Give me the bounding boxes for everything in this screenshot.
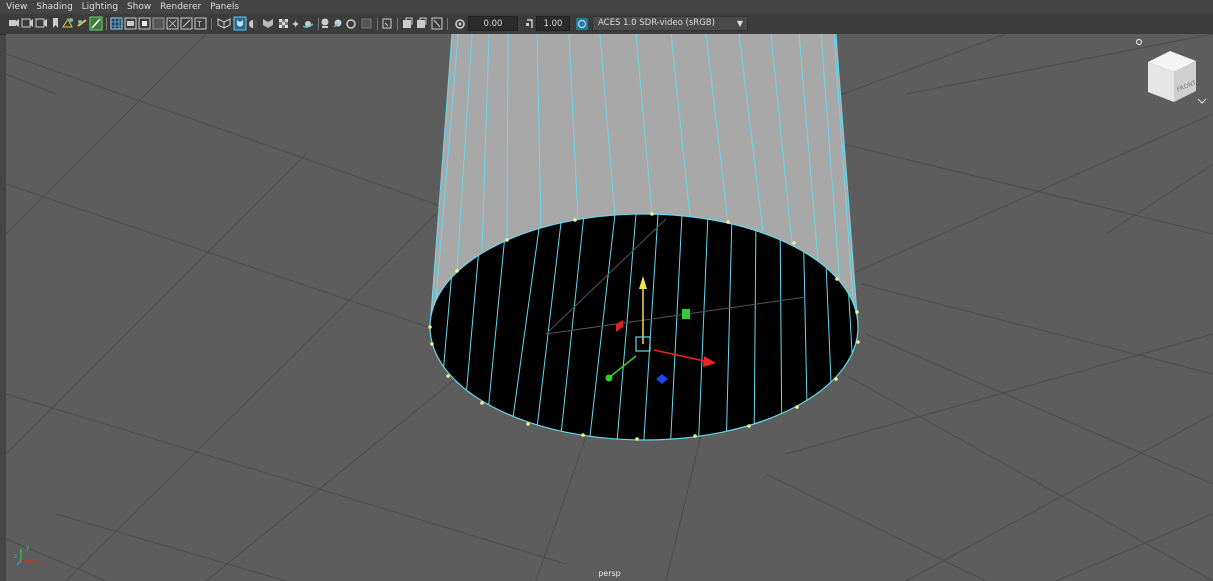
backface-icon[interactable] <box>263 19 273 28</box>
menu-view[interactable]: View <box>6 2 28 12</box>
cap-vertices <box>428 212 860 441</box>
axis-z-label: z <box>14 553 17 560</box>
viewcube-menu-chevron-icon <box>1197 98 1207 104</box>
cylinder-bottom-cap[interactable] <box>429 213 859 441</box>
film-gate-icon[interactable] <box>346 19 356 29</box>
xray-joints-icon[interactable] <box>249 20 257 28</box>
hud-icon[interactable] <box>431 17 443 30</box>
exposure-field[interactable]: 0.00 <box>468 16 518 31</box>
chevron-down-icon: ▼ <box>736 19 743 28</box>
axis-indicator: y x z <box>14 544 38 566</box>
move-manipulator[interactable] <box>605 276 717 384</box>
textured-icon[interactable] <box>166 17 179 30</box>
grease-pencil-icon[interactable] <box>77 19 87 27</box>
menu-renderer[interactable]: Renderer <box>160 2 202 12</box>
anti-aliasing-icon[interactable] <box>302 21 314 28</box>
camera-attributes-icon[interactable] <box>21 18 33 28</box>
panel-menubar: View Shading Lighting Show Renderer Pane… <box>0 0 1213 14</box>
wireframe-icon[interactable] <box>110 17 123 30</box>
toolbar-icons: T ✦ <box>9 16 588 31</box>
scene-canvas[interactable]: y x z FRONT <box>6 34 1213 581</box>
image-plane-icon[interactable] <box>62 17 73 28</box>
axis-y-label: y <box>26 544 30 551</box>
shadows-icon[interactable]: T <box>194 17 207 30</box>
menu-panels[interactable]: Panels <box>210 2 240 12</box>
smooth-shade-icon[interactable] <box>124 17 137 30</box>
safe-action-icon[interactable] <box>382 18 392 29</box>
3d-viewport[interactable]: y x z FRONT persp <box>6 34 1213 581</box>
camera-name-label: persp <box>598 569 621 578</box>
grid-toggle-icon[interactable] <box>89 16 103 31</box>
cylinder-wireframe-sides <box>429 34 859 328</box>
depth-of-field-icon[interactable] <box>321 18 329 29</box>
snapshot-icon[interactable] <box>403 17 413 28</box>
view-cube[interactable]: FRONT <box>1135 38 1207 104</box>
svg-text:✦: ✦ <box>291 18 300 31</box>
colorspace-dropdown[interactable]: ACES 1.0 SDR-video (sRGB) ▼ <box>592 16 748 31</box>
colorspace-label: ACES 1.0 SDR-video (sRGB) <box>598 18 715 28</box>
field-chart-icon[interactable] <box>361 18 372 29</box>
motion-blur-icon[interactable]: ✦ <box>291 18 300 31</box>
camera-select-icon[interactable] <box>9 19 19 27</box>
ambient-occlusion-icon[interactable] <box>279 19 288 28</box>
use-lights-icon[interactable] <box>180 17 193 30</box>
resolution-gate-icon[interactable] <box>333 19 342 28</box>
menu-shading[interactable]: Shading <box>36 2 73 12</box>
bookmark-icon[interactable] <box>53 18 58 28</box>
isolate-icon[interactable] <box>217 18 231 29</box>
menu-lighting[interactable]: Lighting <box>81 2 119 12</box>
flat-shade-icon[interactable] <box>138 17 151 30</box>
home-icon <box>1135 38 1143 46</box>
exposure-icon[interactable] <box>455 19 465 29</box>
axis-x-label: x <box>34 559 38 566</box>
camera-attributes-2-icon[interactable] <box>35 18 47 28</box>
gamma-field[interactable]: 1.00 <box>536 16 570 31</box>
xray-icon[interactable] <box>233 16 247 31</box>
menu-show[interactable]: Show <box>126 2 152 12</box>
color-management-icon[interactable] <box>576 18 588 30</box>
panel-toolbar: T ✦ 0.00 1.0 <box>0 14 1213 35</box>
copy-view-icon[interactable] <box>417 17 427 28</box>
svg-text:T: T <box>196 20 202 29</box>
bounding-box-icon[interactable] <box>152 17 165 30</box>
gamma-icon[interactable] <box>526 19 533 28</box>
